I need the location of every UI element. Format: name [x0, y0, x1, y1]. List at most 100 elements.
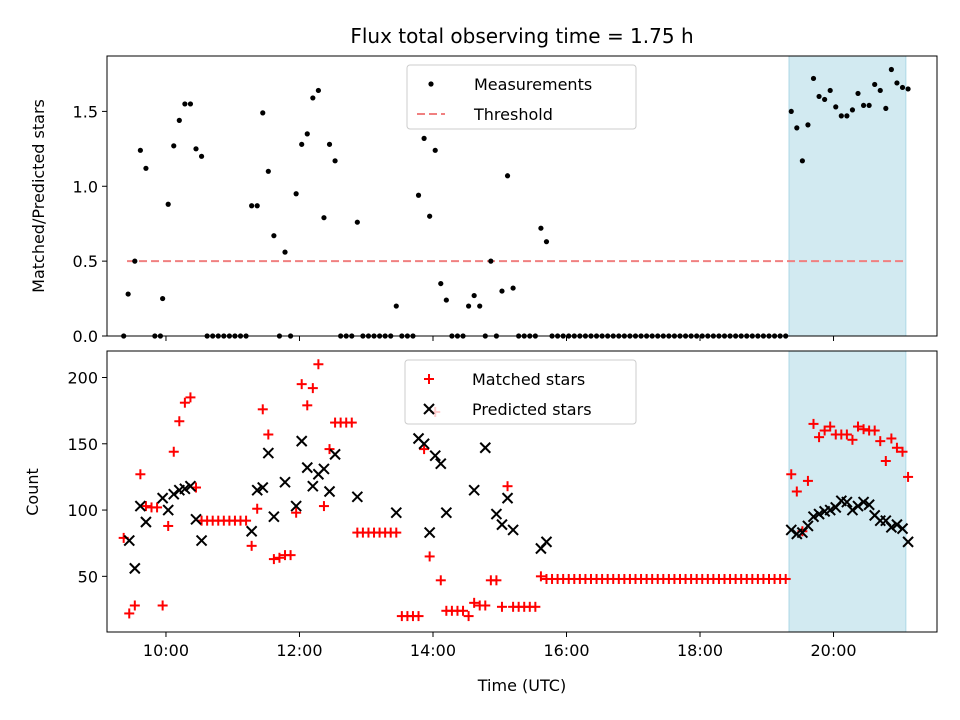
y-tick-label: 50: [78, 567, 98, 586]
matched-star-point: [346, 417, 357, 428]
predicted-x-b: [807, 510, 820, 523]
measurement-point: [165, 201, 171, 207]
predicted-x-b: [195, 534, 208, 547]
matched-star-point: [780, 573, 791, 584]
predicted-star-point: [507, 524, 519, 536]
matched-star-point: [463, 611, 474, 622]
predicted-star-point: [418, 438, 430, 450]
x-tick-label: 10:00: [143, 641, 189, 660]
predicted-star-point: [440, 507, 453, 519]
measurement-point: [844, 113, 850, 119]
matched-star-point: [135, 469, 146, 480]
predicted-x-b: [329, 448, 341, 461]
legend-label: Predicted stars: [472, 400, 592, 419]
predicted-star-point: [540, 536, 553, 548]
ratio-y-axis-label: Matched/Predicted stars: [29, 99, 48, 293]
measurement-point: [182, 101, 188, 107]
predicted-star-point: [891, 518, 903, 531]
matched-star-point: [140, 501, 151, 512]
matched-star-point: [424, 551, 435, 562]
predicted-x-b: [134, 500, 147, 512]
x-tick-label: 18:00: [677, 641, 723, 660]
predicted-x-b: [418, 438, 430, 450]
predicted-x-b: [140, 516, 152, 528]
measurement-point: [855, 90, 861, 97]
predicted-x-b: [863, 499, 875, 511]
predicted-star-point: [846, 504, 859, 516]
predicted-x-b: [841, 496, 853, 508]
x-tick-label: 20:00: [810, 641, 856, 660]
measurement-point: [254, 203, 260, 209]
chart-title: Flux total observing time = 1.75 h: [350, 24, 693, 48]
measurement-point: [816, 93, 822, 100]
predicted-star-point: [129, 562, 141, 575]
measurement-point: [282, 249, 288, 255]
predicted-x-b: [156, 492, 169, 504]
predicted-star-point: [841, 496, 853, 508]
measurement-point: [543, 239, 550, 245]
matched-star-point: [179, 397, 190, 408]
matched-star-point: [469, 597, 480, 608]
predicted-x-b: [857, 496, 870, 508]
measurement-point: [265, 168, 271, 174]
matched-star-point: [786, 469, 797, 480]
predicted-x-b: [279, 476, 291, 488]
predicted-x-b: [496, 518, 508, 531]
matched-star-point: [168, 446, 179, 457]
legend-label: Threshold: [473, 105, 553, 124]
predicted-star-point: [902, 536, 914, 548]
matched-star-point: [246, 540, 257, 551]
predicted-x-b: [423, 526, 436, 539]
predicted-x-b: [123, 534, 135, 547]
y-tick-label: 150: [67, 435, 98, 454]
matched-star-point: [491, 575, 502, 586]
matched-star-point: [268, 554, 279, 565]
measurement-point: [187, 101, 194, 107]
measurement-point: [822, 96, 828, 103]
predicted-star-point: [824, 504, 836, 516]
measurement-point: [393, 303, 399, 309]
ratio-panel-frame: [106, 55, 938, 337]
measurement-point: [866, 102, 872, 109]
matched-star-point: [825, 421, 836, 432]
measurement-point: [432, 147, 438, 153]
predicted-x-b: [479, 442, 491, 454]
measurement-point: [810, 75, 817, 82]
measurement-point: [332, 158, 338, 164]
predicted-x-b: [295, 435, 308, 447]
matched-star-point: [858, 424, 869, 435]
measurement-point: [827, 87, 833, 94]
matched-star-point: [163, 520, 174, 531]
measurement-point: [905, 86, 911, 92]
predicted-x-b: [290, 500, 302, 512]
measurement-point: [894, 80, 900, 86]
predicted-x-b: [896, 522, 909, 535]
matched-star-point: [535, 571, 546, 582]
predicted-star-point: [329, 448, 341, 461]
measurement-point: [249, 203, 255, 209]
predicted-x-b: [245, 525, 258, 537]
predicted-x-b: [184, 480, 197, 492]
predicted-star-point: [184, 480, 197, 492]
predicted-x-b: [390, 507, 402, 519]
legend-measurement-marker: [428, 81, 434, 87]
predicted-star-point: [179, 483, 191, 495]
legend-predicted-marker-b: [423, 403, 435, 415]
predicted-star-point: [279, 476, 291, 488]
measurement-point: [137, 147, 143, 153]
matched-star-point: [313, 359, 324, 370]
matched-star-point: [819, 425, 830, 436]
matched-star-point: [307, 383, 318, 394]
measurement-point: [838, 113, 844, 119]
measurement-point: [421, 135, 427, 141]
predicted-x-b: [846, 504, 859, 516]
matched-star-point: [302, 400, 313, 411]
matched-star-point: [802, 475, 813, 486]
highlight-span-rect: [788, 350, 907, 633]
matched-star-point: [853, 421, 864, 432]
measurement-point: [171, 143, 177, 149]
measurement-point: [471, 292, 477, 299]
predicted-star-point: [134, 500, 147, 512]
predicted-x-b: [468, 484, 480, 496]
